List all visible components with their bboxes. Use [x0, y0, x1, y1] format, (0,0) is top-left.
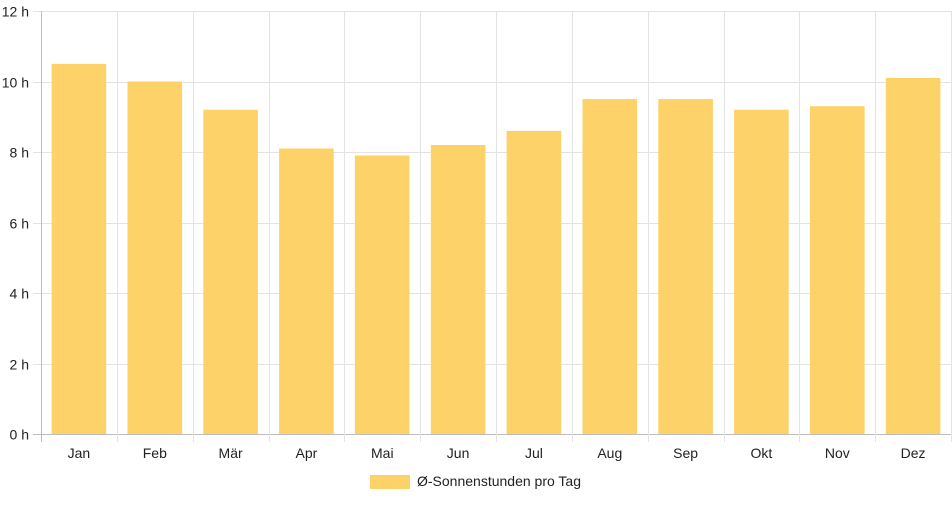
bar[interactable]: [51, 63, 107, 435]
bar[interactable]: [127, 81, 183, 435]
bar[interactable]: [354, 155, 410, 435]
bar[interactable]: [430, 145, 486, 434]
x-tick-label: Apr: [296, 445, 318, 461]
y-tick-label: 12 h: [2, 4, 29, 20]
x-tick-label: Mai: [371, 445, 394, 461]
x-tick-label: Dez: [901, 445, 926, 461]
x-tick-label: Jun: [447, 445, 470, 461]
bar[interactable]: [734, 109, 789, 434]
legend[interactable]: Ø-Sonnenstunden pro Tag: [370, 473, 581, 489]
y-tick-label: 8 h: [10, 145, 29, 161]
y-tick-label: 4 h: [10, 286, 29, 302]
x-tick-label: Sep: [673, 445, 698, 461]
legend-label[interactable]: Ø-Sonnenstunden pro Tag: [417, 473, 581, 489]
y-tick-label: 6 h: [10, 216, 29, 232]
x-tick-label: Feb: [143, 445, 167, 461]
bar[interactable]: [885, 78, 941, 434]
y-tick-label: 10 h: [2, 75, 29, 91]
bar[interactable]: [658, 99, 713, 434]
bar[interactable]: [810, 106, 865, 434]
x-tick-label: Jul: [525, 445, 543, 461]
bar[interactable]: [582, 99, 638, 434]
grid-lines: [33, 11, 952, 442]
y-tick-label: 0 h: [10, 427, 29, 443]
y-tick-label: 2 h: [10, 357, 29, 373]
bar[interactable]: [506, 130, 562, 434]
bar[interactable]: [203, 109, 258, 434]
x-tick-label: Mär: [219, 445, 243, 461]
bars: [51, 63, 941, 435]
axes: 0 h 2 h 4 h 6 h 8 h 10 h 12 h Jan Feb Mär Apr Mai Ju…: [2, 4, 926, 462]
bar[interactable]: [279, 148, 334, 435]
x-tick-label: Jan: [68, 445, 91, 461]
legend-swatch[interactable]: [370, 475, 410, 489]
x-tick-label: Okt: [751, 445, 773, 461]
x-tick-label: Nov: [825, 445, 850, 461]
x-tick-label: Aug: [597, 445, 622, 461]
